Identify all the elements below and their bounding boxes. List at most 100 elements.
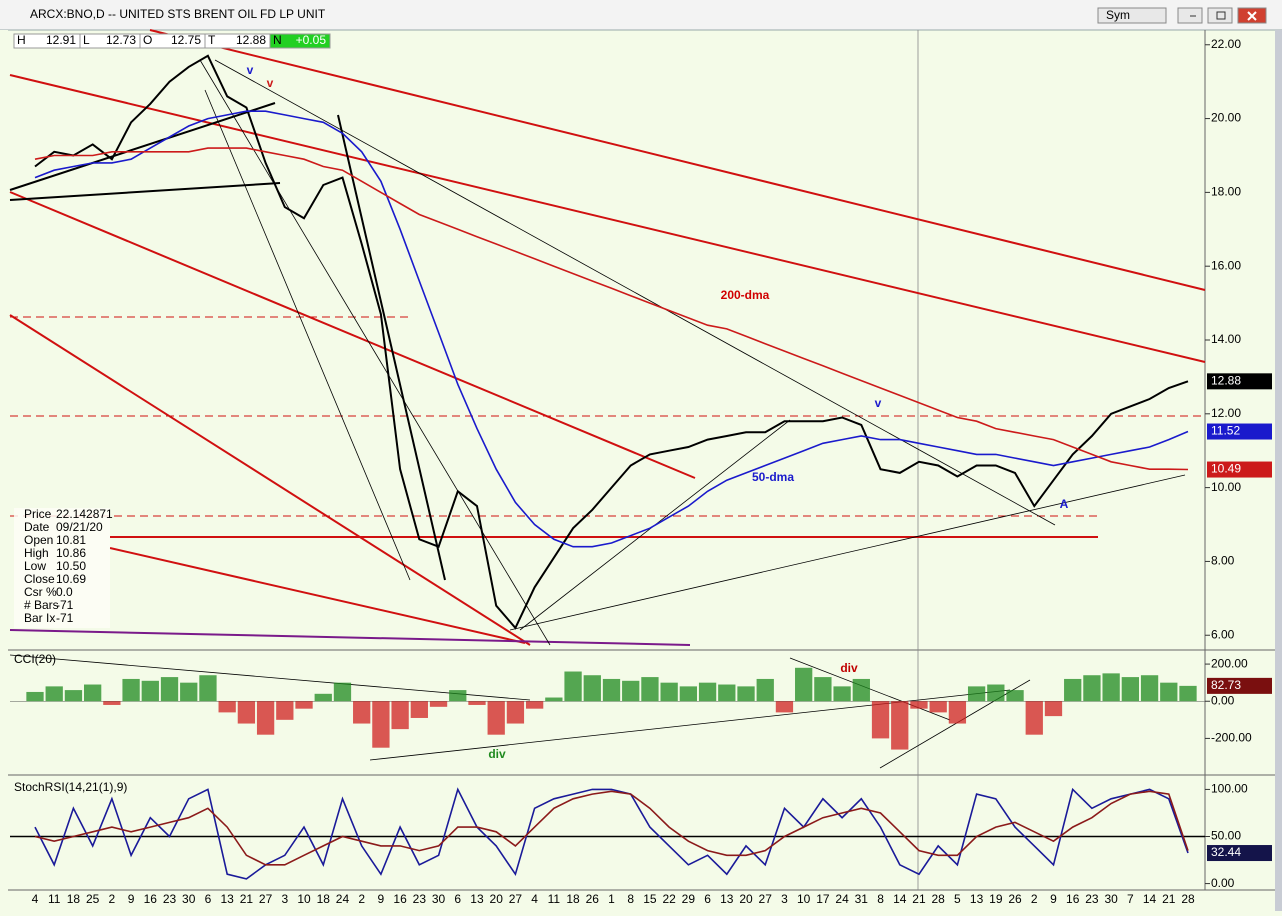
channel-line (149, 29, 1206, 291)
x-tick-label: 25 (86, 892, 100, 906)
annotation: div (488, 747, 506, 761)
cci-bar (602, 678, 621, 702)
cci-bar (256, 701, 275, 735)
x-tick-label: 13 (470, 892, 484, 906)
cursor-info-box (14, 508, 110, 628)
y-tick-label: 6.00 (1211, 627, 1235, 641)
header-field-key: T (208, 33, 216, 47)
series-line (34, 787, 1189, 880)
x-tick-label: 30 (1104, 892, 1118, 906)
cci-bar (679, 686, 698, 702)
cci-bar (756, 678, 774, 702)
panel-title: CCI(20) (14, 652, 56, 666)
cci-bar (583, 675, 601, 702)
black-trendline (204, 89, 411, 581)
x-tick-label: 30 (432, 892, 446, 906)
x-tick-label: 13 (720, 892, 734, 906)
cci-bar (1102, 673, 1120, 702)
cci-bar (218, 701, 236, 713)
x-tick-label: 8 (877, 892, 884, 906)
cci-bar (891, 701, 909, 750)
x-tick-label: 3 (781, 892, 788, 906)
x-tick-label: 17 (816, 892, 830, 906)
cci-bar (410, 701, 428, 718)
black-trendline (199, 59, 551, 646)
x-tick-label: 13 (220, 892, 234, 906)
cci-bar (314, 693, 332, 702)
cci-bar (333, 682, 352, 702)
series-line (34, 147, 1189, 471)
x-tick-label: 11 (48, 892, 61, 906)
cci-bar (1179, 685, 1197, 702)
cci-bar (84, 684, 102, 702)
cci-bar (1160, 682, 1178, 702)
cci-bar (660, 682, 678, 702)
x-tick-label: 16 (1066, 892, 1080, 906)
header-field-value: 12.88 (236, 33, 266, 47)
restore-button[interactable] (1207, 7, 1233, 24)
cursor-info-key: # Bars (24, 598, 59, 612)
cci-bar (26, 691, 44, 702)
header-field-value: +0.05 (296, 33, 327, 47)
x-tick-label: 7 (1127, 892, 1134, 906)
x-tick-label: 2 (358, 892, 365, 906)
annotation: v (267, 76, 274, 90)
header-field-key: O (143, 33, 152, 47)
series-line (34, 54, 1189, 630)
y-tick-label: 100.00 (1211, 782, 1248, 796)
cursor-info-key: Low (24, 559, 46, 573)
cursor-info-key: Bar Ix (24, 611, 55, 625)
cursor-info-value: -71 (56, 611, 74, 625)
x-tick-label: 6 (205, 892, 212, 906)
x-tick-label: 21 (240, 892, 254, 906)
cci-bar (160, 677, 179, 702)
cci-bar (698, 682, 717, 702)
cursor-info-value: 10.81 (56, 533, 86, 547)
black-trendline (337, 114, 446, 581)
cci-bar (64, 690, 83, 702)
x-tick-label: 26 (1008, 892, 1022, 906)
x-tick-label: 23 (1085, 892, 1099, 906)
x-tick-label: 13 (970, 892, 984, 906)
y-tick-label: 20.00 (1211, 111, 1241, 125)
x-tick-label: 20 (739, 892, 753, 906)
x-tick-label: 18 (566, 892, 580, 906)
x-tick-label: 14 (1143, 892, 1157, 906)
sym-button-label[interactable]: Sym (1106, 8, 1130, 22)
right-frame (1275, 30, 1282, 911)
header-field-key: N (273, 33, 282, 47)
x-tick-label: 28 (1181, 892, 1195, 906)
annotation: 200-dma (721, 288, 770, 302)
cci-bar (468, 701, 486, 705)
cursor-info-value: 22.142871 (56, 507, 113, 521)
x-tick-label: 26 (586, 892, 600, 906)
cci-bar (1044, 701, 1063, 717)
x-tick-label: 22 (662, 892, 676, 906)
y-tick-label: 18.00 (1211, 185, 1241, 199)
x-tick-label: 19 (989, 892, 1003, 906)
series-line (34, 790, 1189, 866)
x-tick-label: 18 (317, 892, 331, 906)
cci-bar (1064, 678, 1082, 702)
header-field-value: 12.75 (171, 33, 201, 47)
x-tick-label: 6 (454, 892, 461, 906)
x-tick-label: 9 (378, 892, 385, 906)
cci-bar (1006, 690, 1024, 702)
x-tick-label: 4 (531, 892, 538, 906)
cursor-info-value: 10.86 (56, 546, 86, 560)
cci-bar (718, 684, 736, 702)
cci-bar (45, 686, 63, 702)
black-trendline (9, 182, 281, 201)
x-tick-label: 27 (759, 892, 773, 906)
x-tick-label: 27 (259, 892, 273, 906)
last-value-label: 11.52 (1211, 424, 1240, 438)
cursor-info-value: 10.69 (56, 572, 86, 586)
y-tick-label: 50.00 (1211, 829, 1241, 843)
cursor-info-key: Date (24, 520, 50, 534)
cursor-info-key: High (24, 546, 49, 560)
sym-button[interactable] (1097, 7, 1167, 24)
black-trendline (214, 59, 1056, 526)
cci-bar (775, 701, 794, 713)
x-tick-label: 6 (704, 892, 711, 906)
cci-bar (737, 686, 755, 702)
